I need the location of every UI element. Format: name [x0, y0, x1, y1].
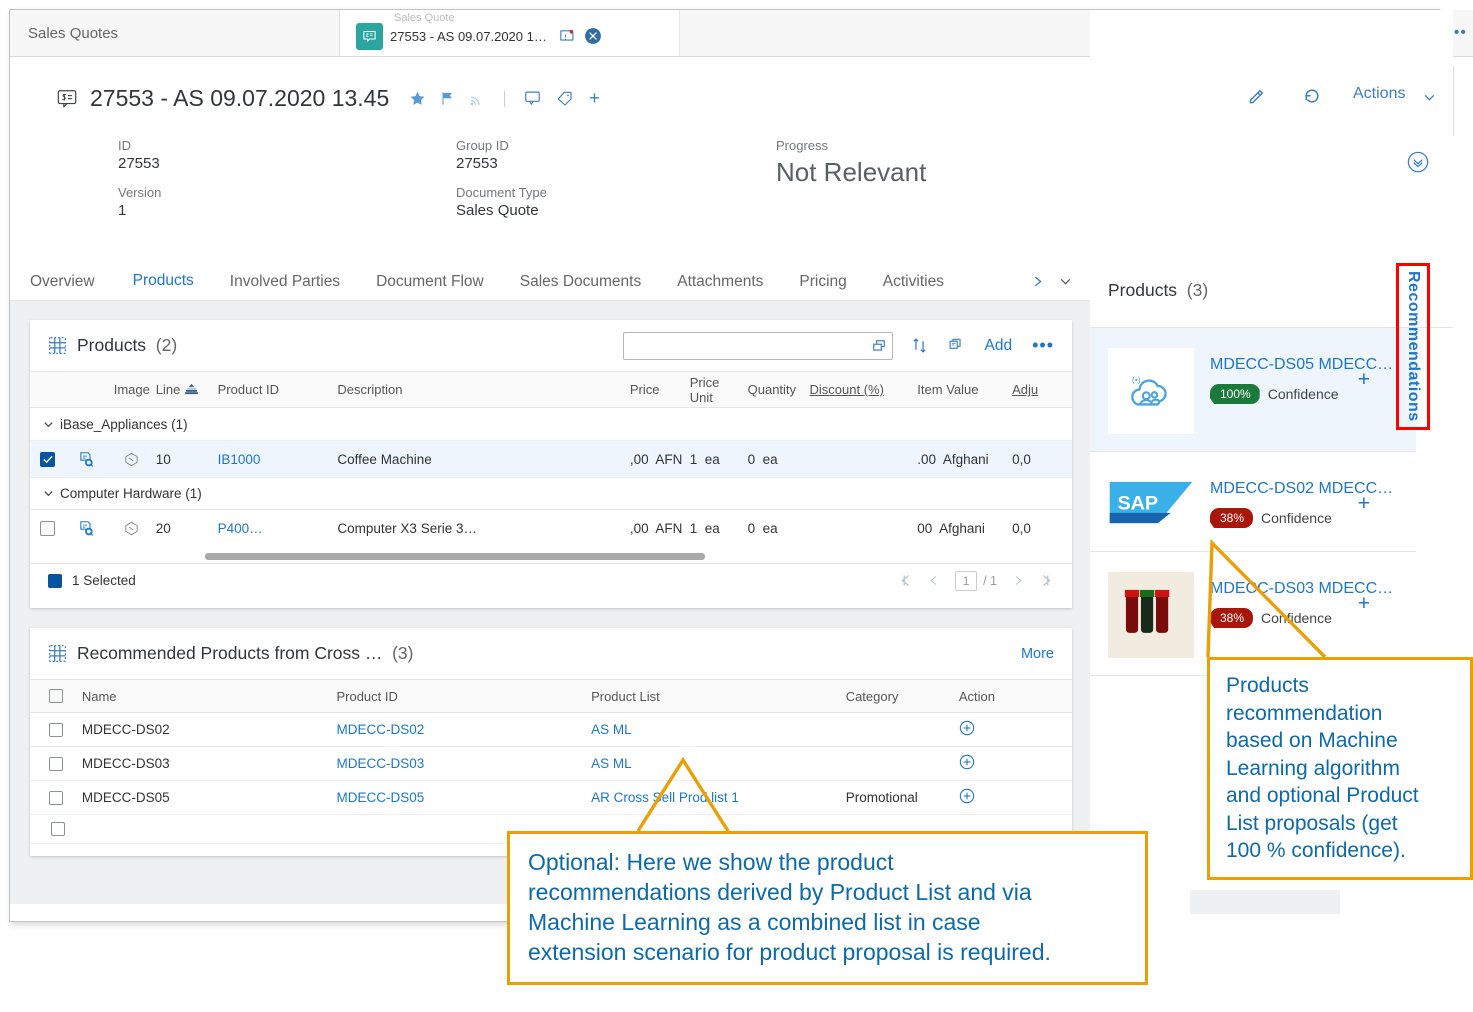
svg-text:SAP: SAP [1117, 492, 1158, 514]
svg-text:(•): (•) [1132, 374, 1141, 384]
